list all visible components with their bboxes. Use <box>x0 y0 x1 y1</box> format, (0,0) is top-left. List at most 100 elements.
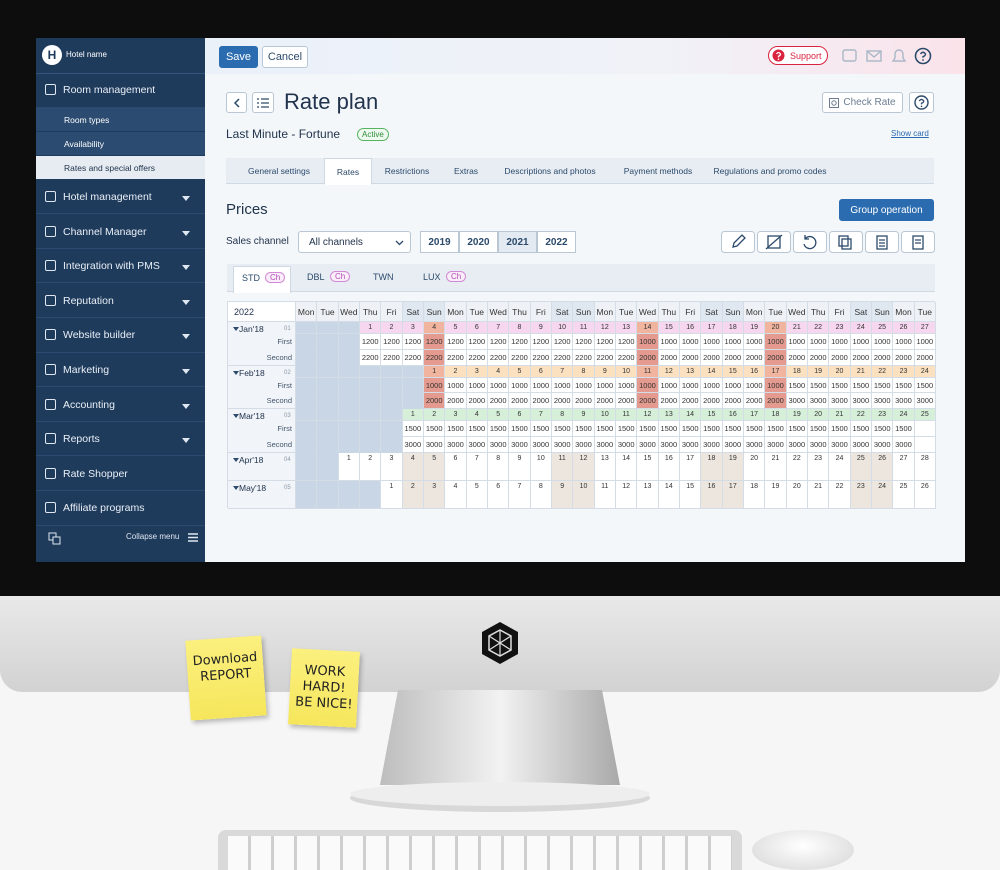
room-tab[interactable]: DBL Ch <box>299 264 357 292</box>
support-label[interactable]: Support <box>790 51 822 61</box>
weekday-header: Fri <box>680 302 702 322</box>
menu-label[interactable]: Marketing <box>63 363 110 376</box>
day-cell: 11 <box>594 480 616 509</box>
rate-cell <box>338 377 360 394</box>
rate-cell: 1000 <box>808 334 830 350</box>
tab[interactable]: Regulations and promo codes <box>713 166 827 176</box>
month-label[interactable]: Mar'18 <box>239 411 265 421</box>
tab[interactable]: Restrictions <box>384 166 430 176</box>
collapse-menu[interactable]: Collapse menu <box>126 532 180 541</box>
rate-cell: 2000 <box>914 349 936 366</box>
rate-cell: 2000 <box>680 349 702 366</box>
show-card-link[interactable]: Show card <box>891 129 929 138</box>
month-label[interactable]: May'18 <box>239 482 267 493</box>
channel-select-value[interactable]: All channels <box>309 237 363 248</box>
submenu-label[interactable]: Room types <box>64 114 110 125</box>
tab[interactable]: General settings <box>248 166 310 176</box>
room-tab-name[interactable]: DBL <box>307 272 325 282</box>
tab[interactable]: Payment methods <box>623 166 693 176</box>
tab[interactable]: Descriptions and photos <box>504 166 596 176</box>
menu-item[interactable] <box>36 249 205 284</box>
submenu-item[interactable] <box>36 107 205 132</box>
menu-item[interactable] <box>36 456 205 491</box>
tab[interactable]: Extras <box>453 166 479 176</box>
menu-label[interactable]: Reputation <box>63 294 114 307</box>
menu-item[interactable] <box>36 491 205 526</box>
day-cell: 25 <box>893 480 915 509</box>
room-tab-name[interactable]: STD <box>242 273 260 283</box>
rate-cell: 3000 <box>829 436 851 453</box>
menu-item[interactable] <box>36 422 205 457</box>
menu-label[interactable]: Affiliate programs <box>63 502 145 515</box>
submenu-item[interactable] <box>36 155 205 180</box>
room-tab[interactable]: TWN <box>365 264 407 292</box>
day-cell: 6 <box>488 480 510 509</box>
collapse-icon[interactable] <box>188 533 198 542</box>
submenu-item[interactable] <box>36 131 205 156</box>
day-cell: 22 <box>808 322 830 334</box>
menu-label[interactable]: Website builder <box>63 329 136 342</box>
month-label[interactable]: Feb'18 <box>239 367 265 378</box>
check-rate-button[interactable]: Check Rate <box>822 92 903 113</box>
menu-item[interactable] <box>36 318 205 353</box>
month-label[interactable]: Apr'18 <box>239 454 264 465</box>
menu-label[interactable]: Integration with PMS <box>63 260 160 273</box>
submenu-label[interactable]: Rates and special offers <box>64 162 156 173</box>
rate-cell: 3000 <box>488 436 510 453</box>
top-icons[interactable] <box>840 46 935 66</box>
day-cell: 5 <box>445 322 467 334</box>
menu-label[interactable]: Reports <box>63 433 100 446</box>
help-button[interactable] <box>909 92 934 113</box>
month-label-cell <box>228 452 296 481</box>
menu-label[interactable]: Channel Manager <box>63 225 147 238</box>
day-cell: 18 <box>722 322 744 334</box>
save-button[interactable]: Save <box>219 46 258 68</box>
group-operation-button[interactable]: Group operation <box>839 199 934 221</box>
year-button[interactable]: 2020 <box>459 231 498 253</box>
day-cell <box>338 480 360 509</box>
menu-label[interactable]: Accounting <box>63 398 115 411</box>
menu-item[interactable] <box>36 73 205 108</box>
list-button[interactable] <box>252 92 274 113</box>
submenu-label[interactable]: Availability <box>64 138 105 149</box>
menu-item[interactable] <box>36 387 205 422</box>
menu-chevron <box>182 368 190 374</box>
cancel-button[interactable]: Cancel <box>262 46 308 68</box>
year-button[interactable]: 2019 <box>420 231 459 253</box>
day-cell: 7 <box>530 409 552 421</box>
day-cell: 23 <box>829 322 851 334</box>
month-label[interactable]: Jan'18 <box>239 324 264 334</box>
menu-label[interactable]: Rate Shopper <box>63 467 128 480</box>
room-tab-name[interactable]: LUX <box>423 272 441 282</box>
action-icons[interactable] <box>721 231 935 253</box>
year-button[interactable]: 2021 <box>498 231 537 253</box>
rate-cell: 2000 <box>466 393 488 409</box>
room-tab-name[interactable]: TWN <box>373 272 394 282</box>
rate-cell: 1500 <box>786 421 808 437</box>
rate-cell: 1000 <box>658 377 680 394</box>
menu-item[interactable] <box>36 180 205 215</box>
room-tab[interactable]: STD Ch <box>233 266 291 293</box>
menu-item[interactable] <box>36 283 205 318</box>
room-tab[interactable]: LUX Ch <box>415 264 473 292</box>
day-cell <box>296 409 318 421</box>
day-cell: 26 <box>893 322 915 334</box>
support-button[interactable] <box>768 46 828 65</box>
rate-cell <box>381 393 403 409</box>
menu-item[interactable] <box>36 214 205 249</box>
month-code: 04 <box>284 456 291 463</box>
rate-cell: 1200 <box>573 334 595 350</box>
tab[interactable]: Rates <box>324 158 372 185</box>
weekday-header: Sat <box>402 302 424 322</box>
rate-cell: 2000 <box>509 393 531 409</box>
menu-label[interactable]: Room management <box>63 84 156 97</box>
day-cell: 22 <box>850 409 872 421</box>
year-button[interactable]: 2022 <box>537 231 576 253</box>
layers-icon[interactable] <box>48 532 61 545</box>
menu-item[interactable] <box>36 353 205 388</box>
back-button[interactable] <box>226 92 247 113</box>
menu-label[interactable]: Hotel management <box>63 190 152 203</box>
day-cell: 27 <box>893 452 915 481</box>
channel-select[interactable]: All channels <box>298 231 411 253</box>
check-rate-label[interactable]: Check Rate <box>843 97 896 108</box>
